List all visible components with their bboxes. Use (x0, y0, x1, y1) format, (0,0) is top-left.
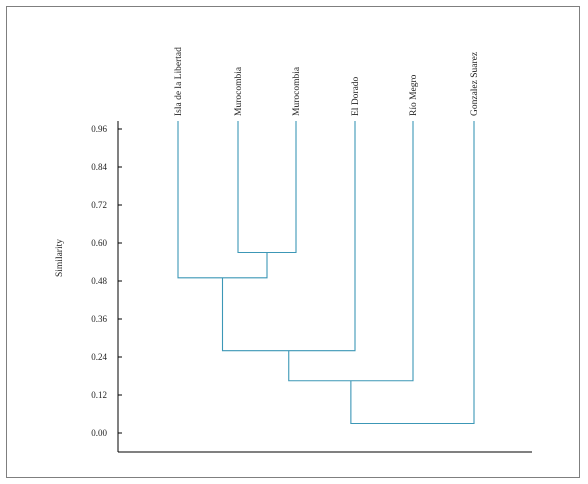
dendrogram-branch (350, 121, 475, 425)
chart-frame (6, 6, 580, 478)
y-tick-label: 0.72 (91, 200, 107, 210)
dendrogram-branch (237, 121, 297, 254)
y-tick-label: 0.96 (91, 124, 107, 134)
leaf-label: Murocombia (292, 66, 302, 116)
dendrogram-branch (288, 121, 414, 382)
y-axis (117, 121, 532, 453)
y-tick-label: 0.48 (91, 276, 107, 286)
y-tick-label: 0.60 (91, 238, 107, 248)
leaf-label: Gonzalez Suarez (470, 52, 480, 116)
y-ticks: 0.96 0.84 0.72 0.60 0.48 0.36 0.24 0.12 0.00 (91, 124, 122, 438)
y-tick-label: 0.24 (91, 352, 107, 362)
dendrogram-branch (177, 121, 268, 279)
y-axis-title: Similarity (55, 239, 65, 277)
leaf-label: Isla de la Libertad (174, 47, 184, 116)
leaf-labels: Isla de la Libertad Murocombia Murocombia E… (174, 47, 480, 116)
dendrogram-branch (221, 121, 356, 352)
leaf-label: Murocombia (234, 66, 244, 116)
y-tick-label: 0.00 (91, 428, 107, 438)
y-tick-label: 0.36 (91, 314, 107, 324)
leaf-label: El Dorado (351, 76, 361, 116)
y-tick-label: 0.84 (91, 162, 107, 172)
dendrogram-branches (177, 121, 475, 425)
y-tick-label: 0.12 (91, 390, 107, 400)
leaf-label: Río Megro (409, 74, 419, 116)
